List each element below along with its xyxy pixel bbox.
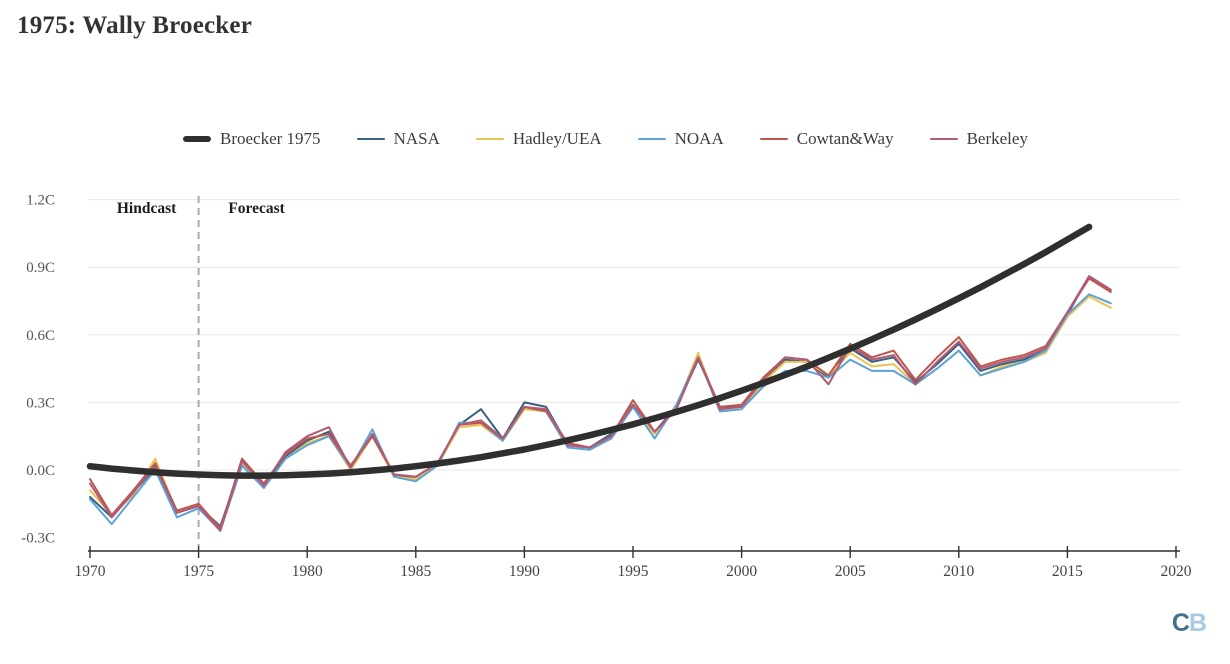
- series-line-hadley-uea: [89, 295, 1112, 530]
- series-line-cowtan-way: [89, 277, 1112, 530]
- legend-item-noaa[interactable]: NOAA: [637, 129, 724, 149]
- y-axis-tick-label: 0.0C: [26, 463, 55, 479]
- x-axis-tick-label: 2005: [835, 563, 866, 580]
- legend-label: Broecker 1975: [220, 129, 321, 148]
- x-axis-tick-label: 1975: [183, 563, 214, 580]
- x-axis-tick-label: 1995: [618, 563, 649, 580]
- x-axis-tick-label: 1980: [292, 563, 323, 580]
- x-axis-tick-label: 2020: [1161, 563, 1192, 580]
- series-line-nasa: [89, 275, 1112, 528]
- legend-item-broecker-1975[interactable]: Broecker 1975: [183, 129, 321, 149]
- legend-swatch-icon: [475, 138, 504, 140]
- x-axis-tick-label: 2015: [1052, 563, 1083, 580]
- y-axis-tick-label: -0.3C: [21, 531, 55, 547]
- legend-label: Cowtan&Way: [796, 129, 894, 148]
- legend-item-berkeley[interactable]: Berkeley: [929, 129, 1028, 149]
- page-title: 1975: Wally Broecker: [17, 12, 252, 39]
- series-line-berkeley: [89, 275, 1112, 532]
- carbon-brief-logo: CB: [1171, 609, 1207, 637]
- x-axis-tick-label: 1985: [400, 563, 431, 580]
- y-axis-tick-label: 1.2C: [26, 193, 55, 209]
- y-axis-tick-label: 0.3C: [26, 395, 55, 411]
- forecast-label: Forecast: [228, 200, 285, 217]
- series-line-broecker-1975: [86, 223, 1093, 479]
- y-axis-tick-label: 0.9C: [26, 260, 55, 276]
- hindcast-label: Hindcast: [117, 200, 177, 217]
- legend-label: NASA: [393, 129, 440, 148]
- legend-swatch-icon: [759, 138, 788, 140]
- logo-letter-c: C: [1171, 609, 1190, 637]
- legend-item-nasa[interactable]: NASA: [356, 129, 440, 149]
- legend-swatch-icon: [929, 138, 958, 140]
- legend-swatch-icon: [637, 138, 666, 140]
- chart-legend: Broecker 1975 NASA Hadley/UEA NOAA Cowtan&Wa…: [183, 129, 1028, 149]
- legend-swatch-icon: [183, 136, 211, 142]
- series-line-noaa: [89, 293, 1112, 532]
- y-axis-tick-label: 0.6C: [26, 328, 55, 344]
- x-axis-tick-label: 1990: [509, 563, 540, 580]
- x-axis-tick-label: 2000: [726, 563, 757, 580]
- x-axis-tick-label: 1970: [75, 563, 106, 580]
- x-axis-tick-label: 2010: [943, 563, 974, 580]
- legend-item-cowtan-way[interactable]: Cowtan&Way: [759, 129, 894, 149]
- legend-item-hadley-uea[interactable]: Hadley/UEA: [475, 129, 602, 149]
- legend-label: NOAA: [674, 129, 724, 148]
- legend-label: Hadley/UEA: [512, 129, 602, 148]
- legend-swatch-icon: [356, 138, 385, 140]
- legend-label: Berkeley: [966, 129, 1028, 148]
- logo-letter-b: B: [1188, 609, 1207, 637]
